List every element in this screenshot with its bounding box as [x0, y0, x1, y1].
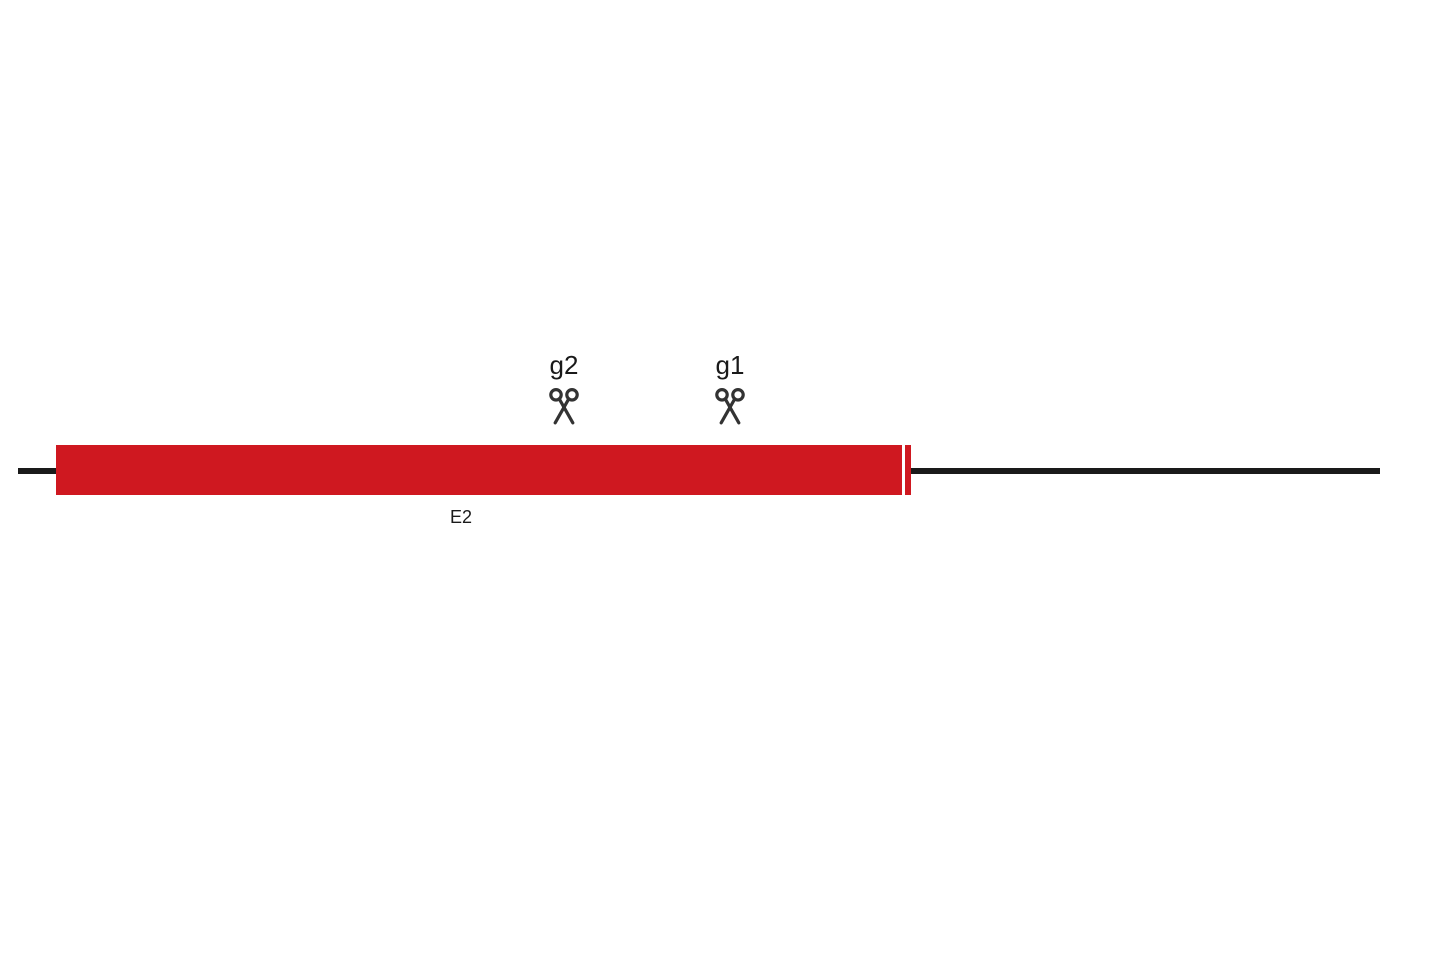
scissors-icon [710, 386, 750, 426]
exon-label: E2 [450, 507, 472, 528]
cut-site-label-g2: g2 [550, 350, 579, 381]
scissors-icon [544, 386, 584, 431]
cut-site-label-g1: g1 [716, 350, 745, 381]
scissors-icon [710, 386, 750, 431]
scissors-icon [544, 386, 584, 426]
exon-inner-stripe [902, 445, 905, 495]
exon-box [56, 445, 911, 495]
gene-diagram: E2 g2 g1 [0, 0, 1440, 960]
